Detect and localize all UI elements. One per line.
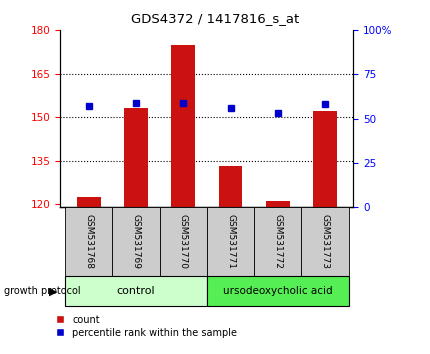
Text: GSM531772: GSM531772 — [273, 214, 282, 269]
Bar — [77, 197, 100, 207]
Legend: count, percentile rank within the sample: count, percentile rank within the sample — [56, 315, 237, 337]
Bar — [313, 112, 336, 207]
Bar — [124, 108, 147, 207]
Bar — [254, 207, 301, 276]
Text: GSM531769: GSM531769 — [131, 214, 140, 269]
Text: control: control — [117, 286, 155, 296]
Text: ursodeoxycholic acid: ursodeoxycholic acid — [222, 286, 332, 296]
Bar — [206, 207, 254, 276]
Bar — [265, 201, 289, 207]
Bar — [218, 166, 242, 207]
Text: GDS4372 / 1417816_s_at: GDS4372 / 1417816_s_at — [131, 12, 299, 25]
Bar — [206, 276, 348, 306]
Text: GSM531768: GSM531768 — [84, 214, 93, 269]
Bar — [65, 207, 112, 276]
Text: GSM531771: GSM531771 — [225, 214, 234, 269]
Bar — [159, 207, 206, 276]
Bar — [171, 45, 195, 207]
Text: growth protocol: growth protocol — [4, 286, 81, 296]
Bar — [301, 207, 348, 276]
Text: GSM531773: GSM531773 — [320, 214, 329, 269]
Text: GSM531770: GSM531770 — [178, 214, 187, 269]
Bar — [112, 207, 159, 276]
Text: ▶: ▶ — [49, 286, 57, 296]
Bar — [65, 276, 206, 306]
